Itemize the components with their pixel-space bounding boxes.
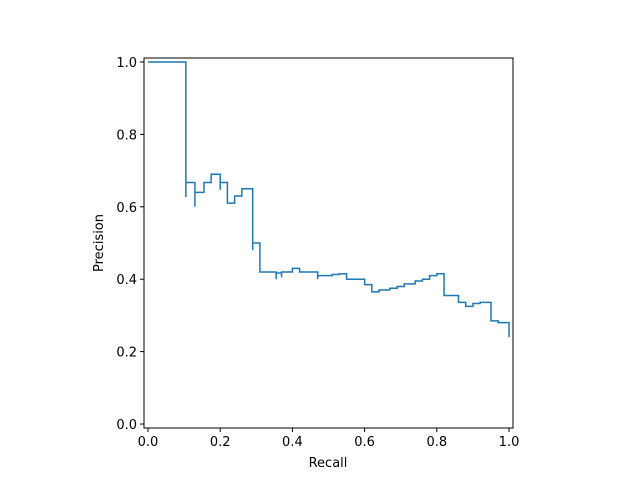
x-tick-label: 0.0	[138, 435, 159, 450]
y-tick-label: 0.2	[116, 346, 137, 361]
x-tick-label: 0.2	[210, 435, 231, 450]
x-tick-label: 0.4	[282, 435, 303, 450]
y-tick-label: 1.0	[116, 56, 137, 71]
y-tick-label: 0.8	[116, 128, 137, 143]
x-tick-label: 1.0	[499, 435, 520, 450]
y-tick-label: 0.4	[116, 273, 137, 288]
y-tick-label: 0.0	[116, 418, 137, 433]
pr-curve	[147, 61, 510, 338]
x-tick-label: 0.8	[426, 435, 447, 450]
y-axis-label: Precision	[92, 214, 107, 272]
x-axis-label: Recall	[309, 456, 348, 471]
plot-frame	[143, 57, 514, 429]
x-tick-label: 0.6	[354, 435, 375, 450]
y-tick-label: 0.6	[116, 201, 137, 216]
